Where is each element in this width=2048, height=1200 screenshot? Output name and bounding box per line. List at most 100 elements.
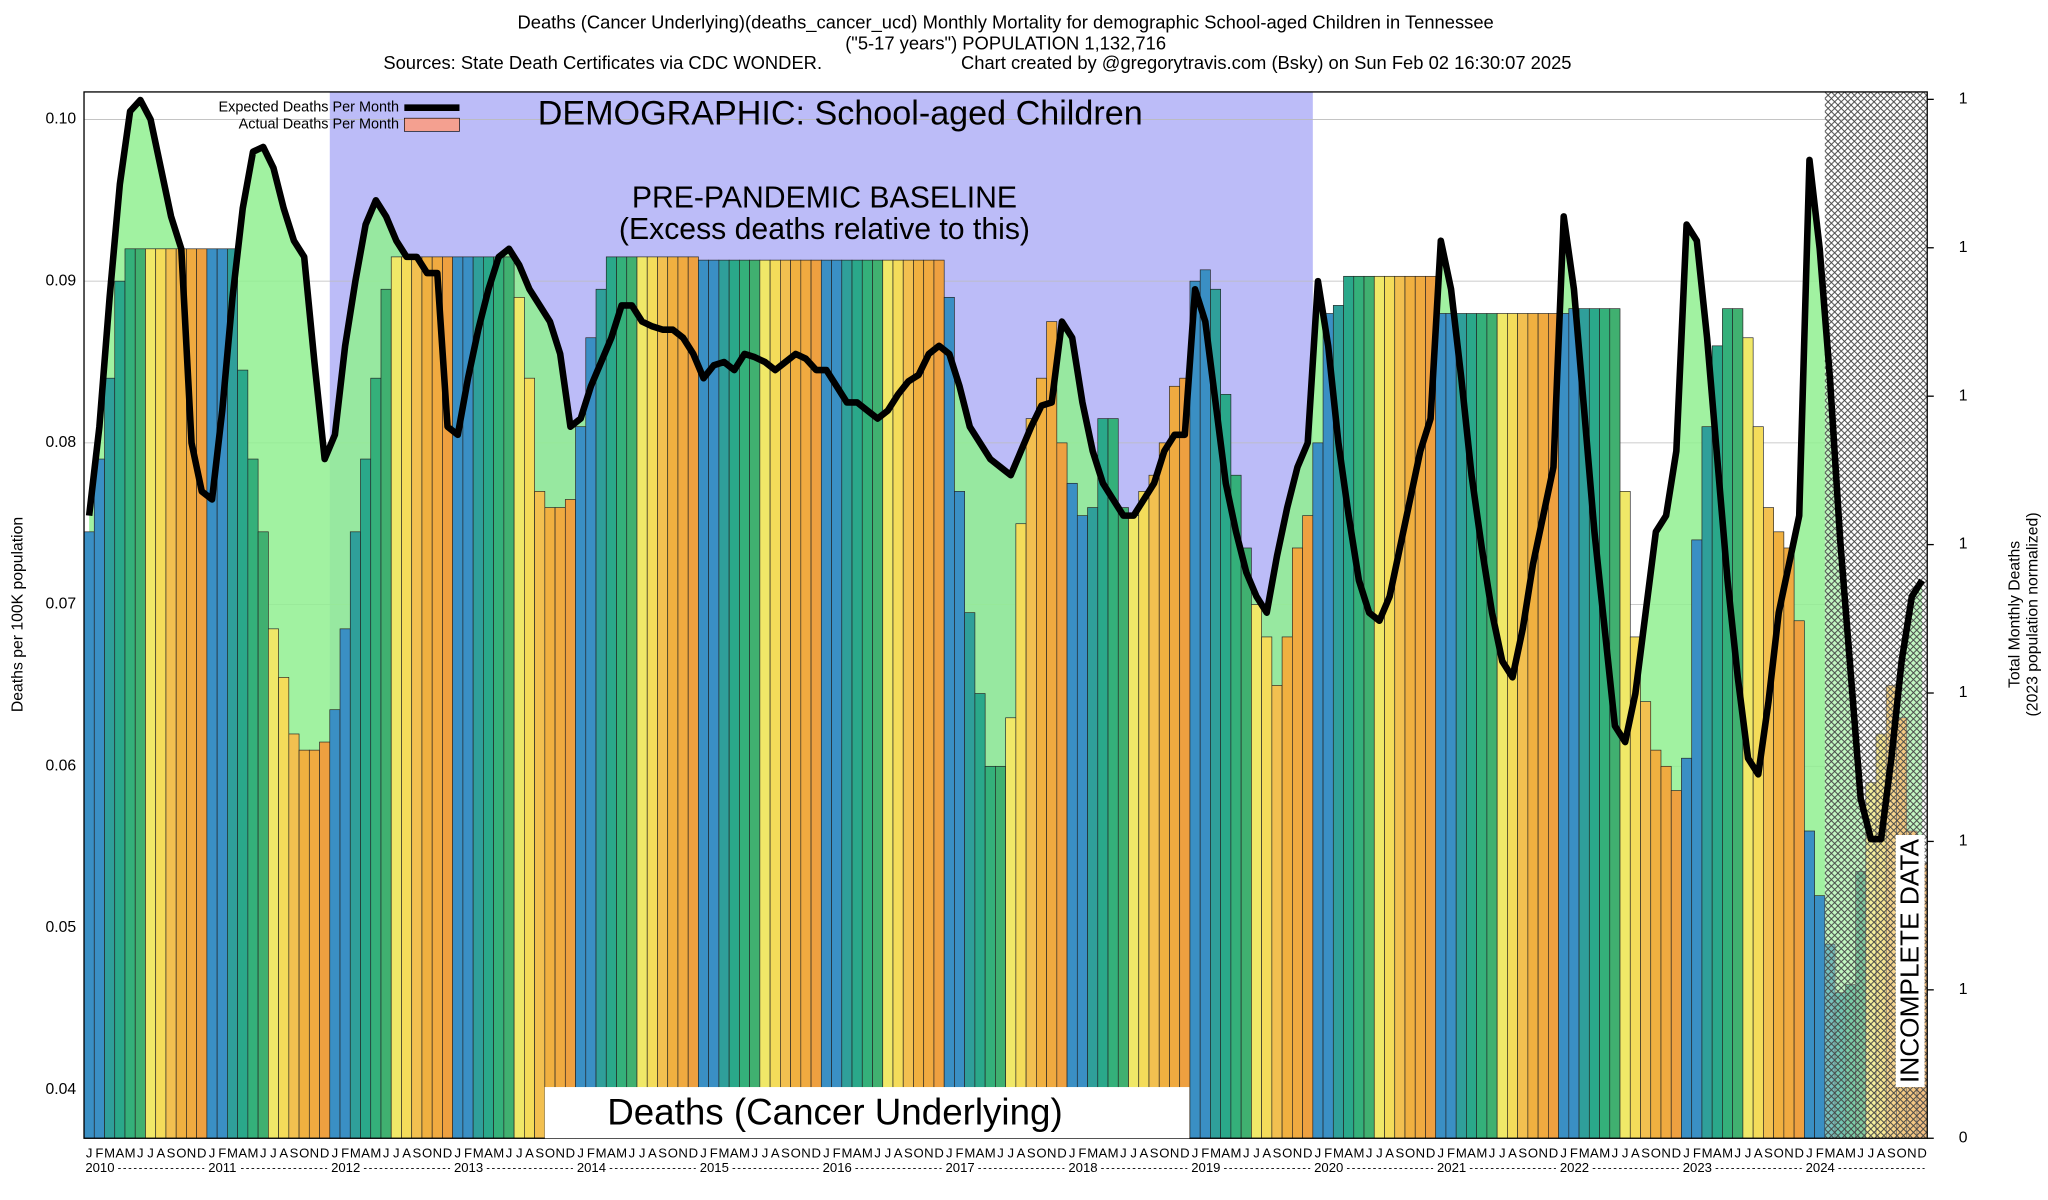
bar [974, 693, 986, 1139]
bar [698, 259, 709, 1139]
x-tick-label: J [885, 1145, 892, 1160]
bar [1681, 757, 1693, 1139]
bar [1373, 275, 1385, 1139]
credit: Chart created by @gregorytravis.com (Bsk… [961, 52, 1572, 73]
bar [1394, 275, 1406, 1139]
x-tick-label: N [1416, 1145, 1425, 1160]
x-tick-label: J [1243, 1145, 1250, 1160]
y2-tick-label: 1 [1959, 387, 1968, 404]
bar [534, 491, 546, 1139]
bar [1189, 280, 1201, 1139]
x-tick-label: F [1570, 1145, 1578, 1160]
bar [524, 377, 535, 1139]
x-tick-label: M [1353, 1145, 1364, 1160]
x-tick-label: J [1253, 1145, 1260, 1160]
x-tick-label: A [853, 1145, 862, 1160]
source: Sources: State Death Certificates via CD… [383, 52, 822, 73]
x-tick-label: J [147, 1145, 154, 1160]
x-tick-label: J [1560, 1145, 1567, 1160]
x-tick-label: F [95, 1145, 103, 1160]
bar [687, 256, 699, 1139]
x-tick-label: D [1672, 1145, 1681, 1160]
bar [196, 248, 208, 1139]
x-tick-label: J [506, 1145, 513, 1160]
x-tick-label: A [1508, 1145, 1517, 1160]
x-tick-label: J [946, 1145, 953, 1160]
x-tick-label: A [976, 1145, 985, 1160]
bar [1015, 523, 1027, 1139]
x-tick-label: D [197, 1145, 206, 1160]
x-tick-label: A [607, 1145, 616, 1160]
bar [493, 256, 505, 1139]
x-tick-label: J [751, 1145, 758, 1160]
label-box [544, 1087, 1190, 1139]
x-tick-label: F [956, 1145, 964, 1160]
x-tick-label: J [516, 1145, 523, 1160]
x-tick-label: A [1754, 1145, 1763, 1160]
x-tick-label: D [689, 1145, 698, 1160]
bar [513, 296, 525, 1139]
year-label: 2014 [577, 1160, 606, 1175]
x-tick-label: N [801, 1145, 810, 1160]
x-tick-label: F [341, 1145, 349, 1160]
chart-subtitle: ("5-17 years") POPULATION 1,132,716 [845, 33, 1166, 54]
x-tick-label: J [1069, 1145, 1076, 1160]
bar [1158, 442, 1170, 1139]
y2-axis-label: Total Monthly Deaths [2006, 541, 2023, 688]
bar [124, 248, 136, 1139]
legend-label: Actual Deaths Per Month [239, 117, 400, 133]
x-tick-label: M [104, 1145, 115, 1160]
bar [1353, 275, 1365, 1139]
x-tick-label: J [1806, 1145, 1813, 1160]
bar [820, 259, 832, 1139]
bar [1005, 717, 1017, 1139]
x-tick-label: J [1007, 1145, 1014, 1160]
bar [339, 628, 351, 1139]
label-box [1895, 834, 1925, 1088]
bar [380, 288, 392, 1139]
plot-frame [83, 91, 1928, 1139]
x-tick-label: A [648, 1145, 657, 1160]
x-tick-label: O [176, 1145, 186, 1160]
bar [595, 288, 607, 1139]
x-tick-label: F [710, 1145, 718, 1160]
bar [800, 259, 812, 1139]
x-tick-label: M [350, 1145, 361, 1160]
x-tick-label: J [209, 1145, 216, 1160]
x-tick-label: J [1489, 1145, 1496, 1160]
bar [1722, 308, 1733, 1139]
bar [728, 259, 740, 1139]
bar [155, 248, 167, 1139]
x-tick-label: A [361, 1145, 370, 1160]
x-tick-label: N [1293, 1145, 1302, 1160]
x-tick-label: A [1344, 1145, 1353, 1160]
bar [227, 248, 238, 1139]
bar [575, 426, 587, 1139]
bar [1107, 418, 1119, 1139]
x-tick-label: A [1262, 1145, 1271, 1160]
bar [759, 259, 771, 1139]
bar [298, 749, 310, 1139]
bar [268, 628, 279, 1139]
x-tick-label: D [811, 1145, 820, 1160]
y2-tick-label: 1 [1959, 239, 1968, 256]
x-tick-label: N [1784, 1145, 1793, 1160]
x-tick-label: A [1099, 1145, 1108, 1160]
x-tick-label: M [1456, 1145, 1467, 1160]
x-tick-label: D [1426, 1145, 1435, 1160]
bar [1343, 275, 1355, 1139]
x-tick-label: O [299, 1145, 309, 1160]
x-tick-label: S [535, 1145, 544, 1160]
x-tick-label: S [1273, 1145, 1282, 1160]
bar [1087, 507, 1099, 1139]
x-tick-label: A [484, 1145, 493, 1160]
x-tick-label: A [730, 1145, 739, 1160]
x-tick-label: A [279, 1145, 288, 1160]
x-tick-label: J [1612, 1145, 1619, 1160]
bar [933, 259, 945, 1139]
x-tick-label: S [1150, 1145, 1159, 1160]
bar [1507, 313, 1518, 1139]
bar [1036, 377, 1047, 1139]
x-tick-label: D [1180, 1145, 1189, 1160]
